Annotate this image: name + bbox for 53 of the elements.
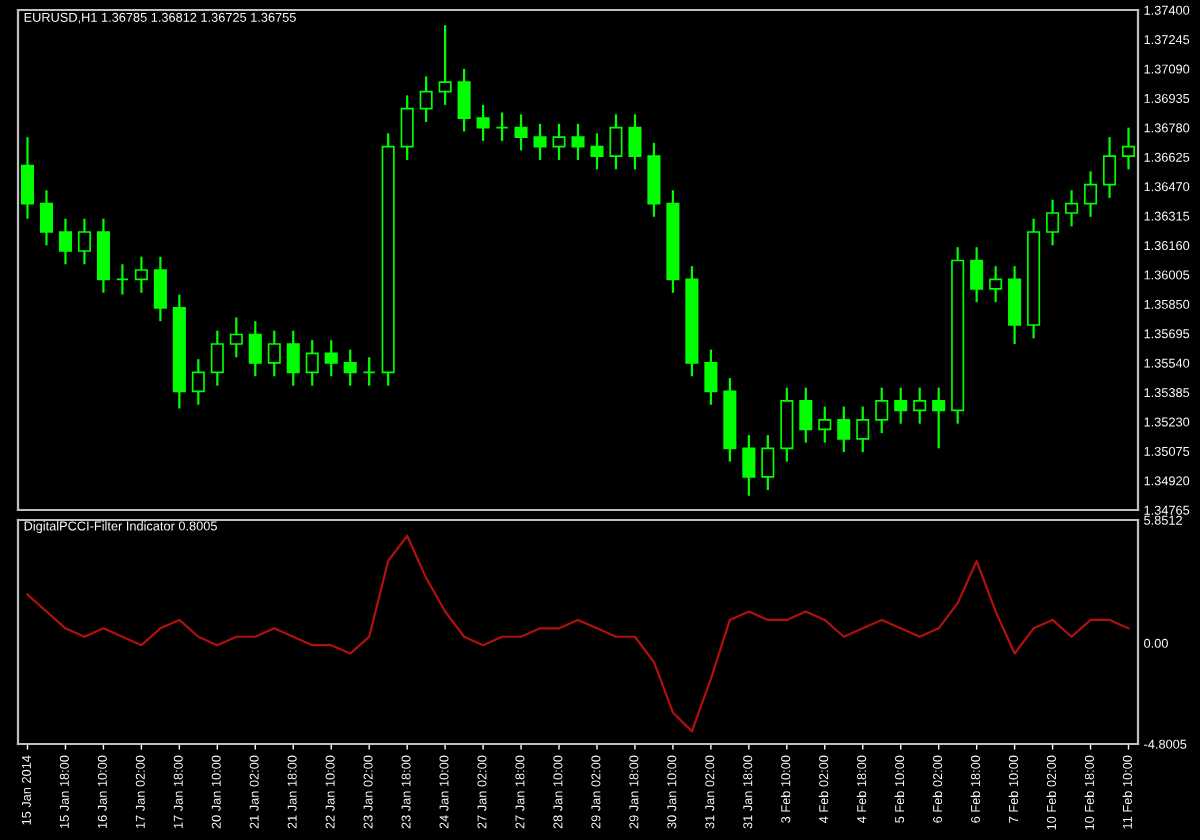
- candlestick: [476, 103, 490, 143]
- candlestick: [970, 246, 984, 304]
- candlestick: [248, 320, 262, 378]
- candlestick: [552, 122, 566, 162]
- candlestick: [305, 339, 319, 387]
- candlestick: [704, 348, 718, 406]
- candlestick: [514, 113, 528, 152]
- candlestick: [799, 386, 813, 444]
- candlestick: [400, 94, 414, 162]
- candlestick: [1008, 265, 1022, 346]
- candlestick: [780, 386, 794, 463]
- candlestick: [191, 358, 205, 406]
- candlestick: [438, 24, 452, 106]
- line-series: [26, 534, 1130, 733]
- candlestick: [1121, 126, 1136, 171]
- candlestick: [134, 255, 148, 294]
- candlestick: [856, 405, 870, 454]
- candlestick: [571, 122, 585, 162]
- candlestick: [932, 386, 946, 450]
- candlestick: [742, 433, 756, 497]
- candlestick: [39, 189, 54, 247]
- candlestick: [609, 113, 623, 171]
- candlestick: [267, 329, 281, 378]
- candlestick: [457, 67, 471, 133]
- candlestick: [837, 405, 851, 454]
- candlestick: [362, 356, 376, 387]
- candlestick: [343, 348, 357, 387]
- candlestick: [1046, 198, 1060, 247]
- candlestick: [286, 329, 300, 387]
- candlestick: [894, 386, 908, 425]
- candlestick: [875, 386, 889, 435]
- candlestick: [58, 217, 72, 266]
- candlestick: [761, 433, 775, 492]
- candlestick: [20, 136, 35, 220]
- candlestick: [913, 386, 927, 425]
- candlestick: [533, 122, 547, 162]
- candlestick: [1102, 136, 1117, 199]
- candlestick: [628, 113, 642, 171]
- candlestick: [96, 217, 110, 294]
- candlestick: [115, 263, 129, 296]
- candlestick: [647, 141, 661, 218]
- candlestick: [590, 132, 604, 171]
- candlestick: [153, 255, 167, 323]
- candlestick: [229, 316, 243, 359]
- candlestick: [324, 339, 338, 378]
- candlestick: [210, 329, 224, 387]
- candlestick: [495, 111, 509, 143]
- candlestick: [1084, 170, 1098, 218]
- candlestick: [419, 75, 433, 124]
- candlestick: [77, 217, 91, 266]
- candlestick: [1065, 189, 1079, 228]
- candlestick: [989, 265, 1003, 304]
- candlestick: [818, 405, 832, 444]
